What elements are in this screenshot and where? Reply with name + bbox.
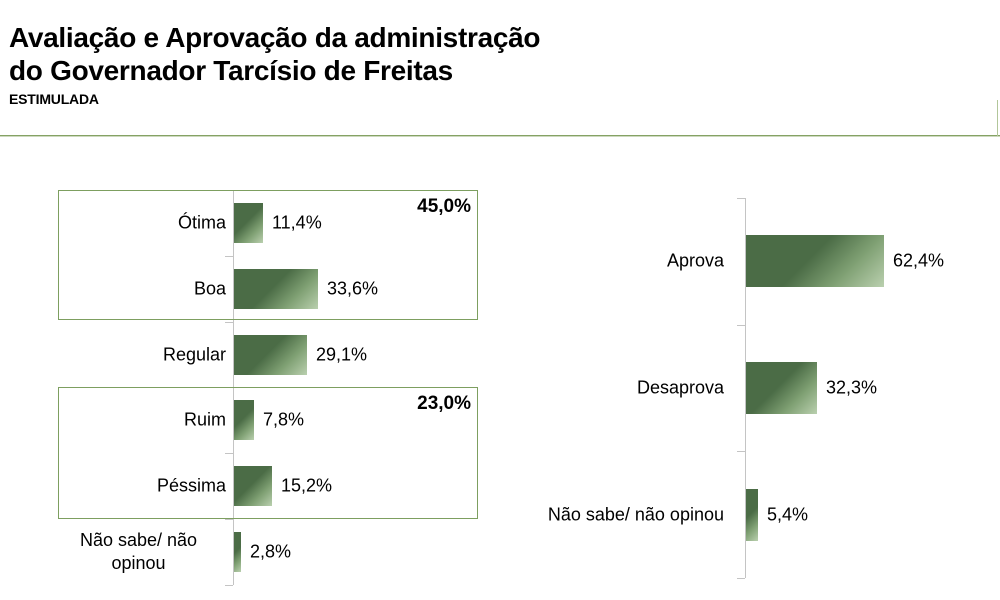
- category-label: Não sabe/ não opinou: [547, 504, 724, 525]
- bar-2: [234, 268, 318, 309]
- value-label: 11,4%: [272, 212, 322, 233]
- header-divider: [0, 135, 1000, 137]
- category-label: Não sabe/ não opinou: [79, 530, 198, 574]
- bar-2: [746, 362, 817, 414]
- axis-tick: [225, 321, 233, 323]
- value-label: 29,1%: [316, 344, 368, 365]
- title-line-2: do Governador Tarcísio de Freitas: [9, 55, 453, 86]
- axis-tick: [225, 255, 233, 257]
- axis-line: [745, 198, 746, 578]
- value-label: 2,8%: [250, 541, 292, 562]
- value-label: 62,4%: [893, 250, 945, 271]
- category-label: Péssima: [156, 475, 226, 496]
- axis-tick: [737, 578, 745, 579]
- bar-3: [234, 334, 307, 375]
- axis-tick: [737, 324, 745, 326]
- group-box: [58, 387, 478, 519]
- bar-1: [234, 202, 263, 243]
- value-label: 33,6%: [327, 278, 379, 299]
- bar-4: [234, 400, 254, 441]
- bar-5: [234, 466, 272, 507]
- title-line-1: Avaliação e Aprovação da administração: [9, 22, 541, 53]
- value-label: 15,2%: [281, 475, 333, 496]
- axis-tick: [225, 584, 233, 586]
- frame-right-edge: [997, 100, 998, 136]
- bar-1: [746, 235, 884, 288]
- page-title: Avaliação e Aprovação da administração d…: [9, 21, 541, 107]
- group-total-label: 45,0%: [417, 196, 471, 217]
- bar-3: [746, 488, 758, 541]
- subtitle: ESTIMULADA: [9, 91, 99, 107]
- category-label: Aprova: [666, 250, 724, 271]
- axis-tick: [737, 198, 745, 199]
- value-label: 32,3%: [826, 377, 878, 398]
- category-label: Regular: [162, 344, 226, 365]
- axis-tick: [225, 519, 233, 521]
- category-label: Boa: [193, 278, 226, 299]
- bar-6: [234, 532, 241, 573]
- category-label: Desaprova: [636, 377, 724, 398]
- category-label: Ótima: [177, 212, 226, 233]
- category-label: Ruim: [183, 409, 226, 430]
- axis-tick: [737, 451, 745, 453]
- axis-tick: [225, 453, 233, 455]
- group-box: [58, 190, 478, 320]
- value-label: 7,8%: [263, 409, 305, 430]
- value-label: 5,4%: [767, 504, 809, 525]
- group-total-label: 23,0%: [417, 393, 471, 414]
